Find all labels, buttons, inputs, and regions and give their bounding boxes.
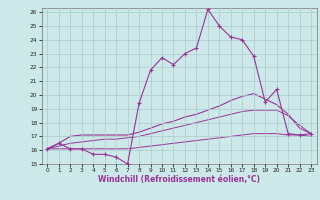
- X-axis label: Windchill (Refroidissement éolien,°C): Windchill (Refroidissement éolien,°C): [98, 175, 260, 184]
